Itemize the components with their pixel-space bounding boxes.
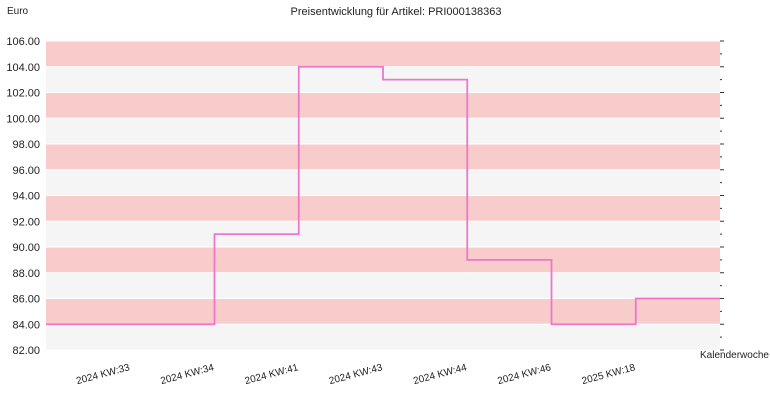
x-tick-label: 2024 KW:41 xyxy=(244,362,300,387)
y-axis-label: Euro xyxy=(7,6,29,17)
x-tick-label: 2024 KW:43 xyxy=(328,362,384,387)
plot-band xyxy=(46,272,720,299)
right-axis-ticks xyxy=(720,40,724,351)
x-tick-label: 2024 KW:46 xyxy=(496,362,552,387)
y-tick-label: 88.00 xyxy=(12,268,40,280)
y-tick-label: 84.00 xyxy=(12,319,40,331)
chart-title: Preisentwicklung für Artikel: PRI0001383… xyxy=(291,6,502,18)
series-group xyxy=(45,65,720,326)
y-tick-label: 82.00 xyxy=(12,345,40,357)
y-tick-label: 100.00 xyxy=(6,113,40,125)
x-tick-label: 2024 KW:44 xyxy=(412,362,468,387)
y-axis-tick-labels: 82.00 84.00 86.00 88.00 90.00 92.00 94.00 96.00… xyxy=(6,36,40,357)
y-tick-label: 90.00 xyxy=(12,242,40,254)
y-tick-label: 92.00 xyxy=(12,216,40,228)
plot-band xyxy=(46,41,720,67)
plot-band xyxy=(46,298,720,325)
y-tick-label: 106.00 xyxy=(6,36,40,48)
y-tick-label: 104.00 xyxy=(6,62,40,74)
y-tick-label: 94.00 xyxy=(12,191,40,203)
price-step-line xyxy=(46,65,720,326)
x-axis-tick-labels: 2024 KW:33 2024 KW:34 2024 KW:41 2024 KW:43… xyxy=(75,362,637,387)
plot-background-bands xyxy=(46,41,720,350)
y-tick-label: 96.00 xyxy=(12,165,40,177)
x-axis-label: Kalenderwoche xyxy=(700,350,769,361)
plot-band xyxy=(46,92,720,119)
y-tick-label: 86.00 xyxy=(12,294,40,306)
plot-band xyxy=(46,247,720,273)
x-tick-label: 2025 KW:18 xyxy=(581,362,637,387)
y-tick-label: 98.00 xyxy=(12,139,40,151)
plot-band xyxy=(46,118,720,144)
plot-band xyxy=(46,195,720,222)
plot-band xyxy=(46,221,720,247)
plot-band xyxy=(46,169,720,196)
x-tick-label: 2024 KW:33 xyxy=(75,362,131,387)
y-tick-label: 102.00 xyxy=(6,88,40,100)
x-tick-label: 2024 KW:34 xyxy=(159,362,215,387)
plot-band xyxy=(46,144,720,170)
plot-band xyxy=(46,324,720,350)
